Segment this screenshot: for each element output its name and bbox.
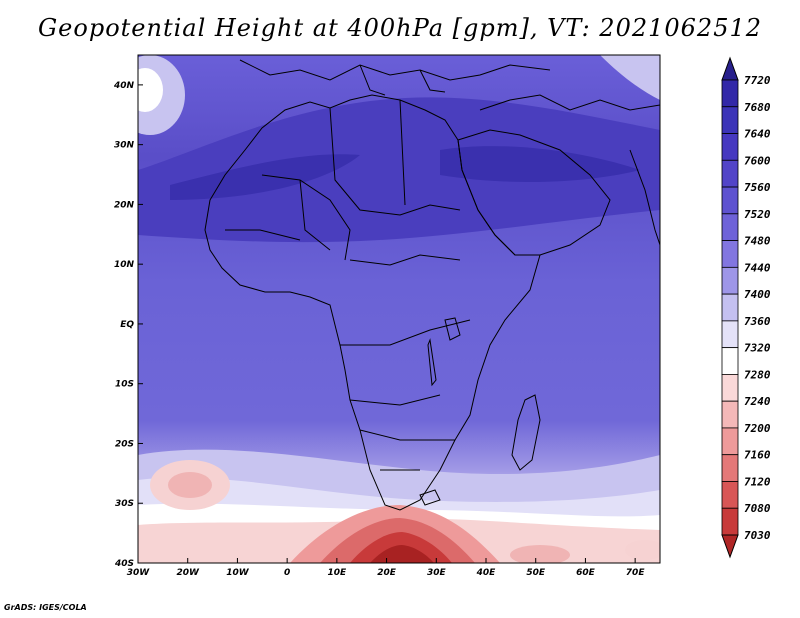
colorbar-segment	[721, 106, 739, 134]
lat-tick-label: 40N	[113, 81, 135, 91]
colorbar-label: 7680	[744, 101, 771, 114]
colorbar-label: 7280	[744, 368, 771, 381]
colorbar-label: 7480	[744, 235, 771, 248]
colorbar-segment	[721, 400, 739, 429]
colorbar-label: 7600	[744, 154, 771, 167]
lon-tick-label: 10E	[328, 568, 348, 578]
lat-tick-label: 10N	[114, 260, 135, 270]
colorbar-label: 7200	[744, 422, 771, 435]
colorbar-segment	[721, 159, 739, 188]
colorbar-segment	[721, 240, 739, 268]
colorbar-label: 7080	[744, 502, 771, 515]
lat-tick-label: 30S	[115, 499, 134, 509]
colorbar-segment	[721, 79, 739, 108]
colorbar-label: 7440	[744, 261, 771, 274]
lat-tick-label: 30N	[114, 141, 135, 151]
map-panel	[138, 55, 660, 563]
colorbar-label: 7030	[744, 529, 771, 542]
colorbar-label: 7400	[744, 288, 771, 301]
colorbar-label: 7120	[744, 475, 771, 488]
chart-title: Geopotential Height at 400hPa [gpm], VT:…	[38, 14, 762, 42]
longitude-axis: 30W 20W 10W 0 10E 20E 30E 40E 50E 60E 70E	[127, 558, 646, 578]
lon-tick-label: 20E	[377, 568, 397, 578]
colorbar-segment	[721, 266, 739, 295]
colorbar-segment	[721, 347, 739, 375]
lon-tick-label: 10W	[226, 568, 250, 578]
lon-tick-label: 50E	[526, 568, 546, 578]
lon-tick-label: 30W	[127, 568, 151, 578]
lat-tick-label: EQ	[120, 320, 134, 330]
colorbar-segment	[721, 213, 739, 241]
colorbar-label: 7160	[744, 449, 771, 462]
colorbar-segment	[721, 320, 739, 349]
credit-label: GrADS: IGES/COLA	[4, 603, 87, 612]
colorbar-segment	[721, 454, 739, 482]
lat-tick-label: 10S	[115, 380, 134, 390]
lat-tick-label: 20N	[114, 200, 135, 210]
colorbar-label: 7640	[744, 128, 771, 141]
colorbar-bottom-arrow	[721, 534, 739, 559]
lon-tick-label: 20W	[176, 568, 200, 578]
colorbar-segment	[721, 186, 739, 215]
colorbar-segment	[721, 293, 739, 322]
colorbar-label: 7520	[744, 208, 771, 221]
map-frame	[137, 54, 661, 564]
colorbar-label: 7560	[744, 181, 771, 194]
colorbar-segment	[721, 374, 739, 402]
colorbar-label: 7240	[744, 395, 771, 408]
lon-tick-label: 60E	[576, 568, 596, 578]
lon-tick-label: 70E	[626, 568, 646, 578]
coastline-outlines	[204, 59, 660, 511]
lon-tick-label: 40E	[476, 568, 497, 578]
colorbar-label: 7320	[744, 342, 771, 355]
latitude-axis: 40N 30N 20N 10N EQ 10S 20S 30S 40S	[113, 81, 143, 569]
colorbar-segment	[721, 133, 739, 161]
colorbar-segment	[721, 427, 739, 456]
colorbar-segment	[721, 481, 739, 509]
colorbar: 7720 7680 7640 7600 7560 7520 7480 7440 7400 7360…	[721, 56, 771, 559]
colorbar-segment	[721, 507, 739, 536]
colorbar-label: 7360	[744, 315, 771, 328]
colorbar-label: 7720	[744, 74, 771, 87]
lon-tick-label: 0	[284, 568, 290, 578]
lat-tick-label: 20S	[115, 439, 134, 449]
lon-tick-label: 30E	[427, 568, 447, 578]
lat-tick-label: 40S	[114, 559, 134, 569]
colorbar-top-arrow	[721, 56, 739, 81]
